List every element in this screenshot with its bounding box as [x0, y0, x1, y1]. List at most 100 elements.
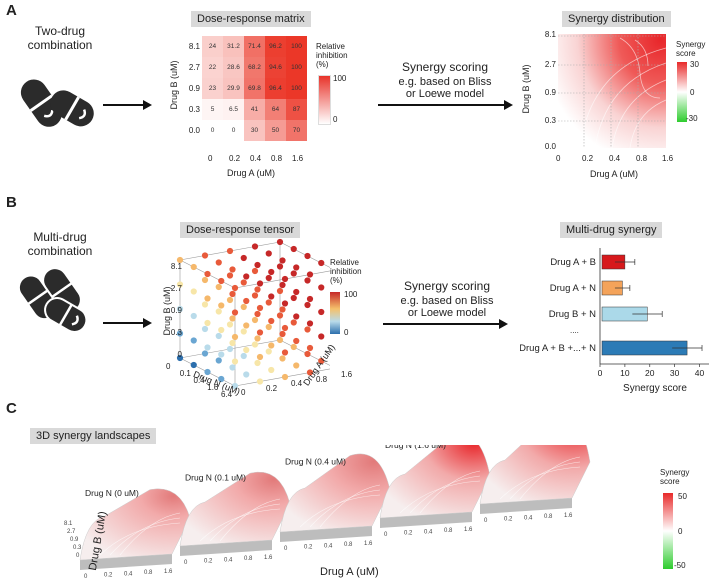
matrix-cell: 29.9	[223, 78, 244, 99]
tensor-point	[304, 301, 311, 309]
matrix-x-tick: 1.6	[292, 154, 304, 163]
dose-response-matrix: 24 31.2 71.4 96.2 100 22 28.6 68.2 94.6 100 23 29.9…	[202, 36, 307, 141]
matrix-x-tick: 0.8	[271, 154, 283, 163]
tensor-point	[276, 336, 284, 344]
tensor-point	[254, 359, 261, 367]
tensor-point	[256, 378, 264, 385]
tensor-point	[190, 288, 197, 295]
tensor-point	[229, 315, 236, 322]
bar-x-tick: 30	[670, 368, 680, 378]
score-colorbar-c	[663, 493, 673, 569]
landscape-contour	[509, 461, 581, 500]
tensor-point	[281, 349, 289, 356]
tensor-point	[240, 254, 247, 262]
tensor-point	[231, 333, 239, 341]
score-legend-title-a: Synergy score	[676, 40, 706, 58]
matrix-y-tick: 2.7	[188, 63, 200, 72]
matrix-cell: 23	[202, 78, 223, 99]
synergy-landscapes: Drug N (0 uM) 0 0.2 0.4 0.8 1.6 Drug N (0.1 uM…	[64, 445, 591, 580]
landscape-x-tick: 0.4	[224, 557, 233, 563]
distribution-title: Synergy distribution	[562, 11, 671, 27]
tensor-a-tick: 0.4	[291, 379, 303, 388]
inhibition-legend-title: Relative inhibition (%)	[316, 42, 348, 69]
tensor-point	[293, 288, 300, 296]
tensor-point	[254, 310, 261, 318]
tensor-point	[231, 382, 239, 390]
synergy-scoring-sub-a: e.g. based on Bliss or Loewe model	[398, 76, 492, 100]
tensor-a-tick: 1.6	[341, 370, 353, 379]
tensor-point	[229, 364, 236, 371]
multi-drug-label: Multi-drug combination	[27, 230, 93, 258]
tensor-point	[281, 275, 289, 283]
tensor-point	[281, 373, 289, 381]
tensor-point	[226, 247, 234, 255]
inhibition-legend-min: 0	[333, 115, 338, 124]
matrix-cell: 68.2	[244, 57, 265, 78]
matrix-cell: 64	[265, 99, 286, 120]
bar-ellipsis: ....	[570, 326, 579, 335]
landscape-surface	[179, 471, 291, 547]
matrix-y-tick: 0.9	[188, 84, 200, 93]
tensor-point	[306, 320, 314, 327]
landscape-x-tick: 0	[284, 546, 288, 552]
distribution-x-tick: 1.6	[662, 154, 674, 163]
inhibition-colorbar	[318, 75, 331, 125]
distribution-x-tick: 0.4	[609, 154, 621, 163]
tensor-point	[265, 299, 272, 306]
landscape-label: Drug N (0.4 uM)	[285, 457, 346, 467]
tensor-point	[215, 332, 222, 340]
landscape-x-tick: 0	[184, 560, 188, 566]
multi-pills-icon	[18, 267, 88, 334]
score-colorbar-a	[677, 62, 687, 122]
distribution-y-tick: 0.0	[544, 142, 556, 151]
bar-x-tick: 10	[620, 368, 630, 378]
panel-c-letter: C	[6, 400, 17, 417]
landscape-surface	[379, 445, 491, 519]
tensor-point	[204, 319, 211, 327]
tensor-point	[201, 276, 209, 284]
tensor-ylabel: Drug B (uM)	[162, 286, 172, 336]
bar-x-tick: 40	[695, 368, 705, 378]
tensor-point	[226, 272, 234, 279]
landscape-x-tick: 0.4	[124, 571, 133, 577]
distribution-x-ticks: 0 0.2 0.4 0.8 1.6	[556, 154, 674, 166]
landscape-base	[180, 540, 272, 556]
panel-a-letter: A	[6, 2, 17, 19]
tensor-point	[201, 301, 209, 308]
landscapes-title: 3D synergy landscapes	[30, 428, 157, 444]
bar-x-tick: 20	[645, 368, 655, 378]
landscapes-xlabel: Drug A (uM)	[320, 566, 379, 578]
tensor-point	[176, 354, 184, 362]
landscape-x-tick: 0.4	[524, 515, 533, 521]
bar-chart-title: Multi-drug synergy	[560, 222, 663, 238]
tensor-point	[218, 277, 225, 285]
tensor-point	[231, 309, 239, 316]
tensor-point	[293, 313, 300, 320]
landscape-x-tick: 0.2	[104, 573, 113, 579]
bar-xlabel: Synergy score	[623, 383, 687, 394]
tensor-point	[304, 326, 311, 333]
tensor-point	[251, 243, 259, 250]
tensor-point	[190, 312, 197, 320]
matrix-cell: 30	[244, 120, 265, 141]
landscape-contour	[209, 503, 281, 542]
landscape-x-tick: 0.2	[504, 517, 513, 523]
matrix-cell: 100	[286, 36, 307, 57]
tensor-point	[201, 252, 209, 259]
landscape-x-tick: 0.4	[424, 529, 433, 535]
bar-category-label: Drug A + B	[550, 257, 596, 268]
matrix-cell: 0	[202, 120, 223, 141]
tensor-point	[281, 300, 289, 307]
tensor-point	[204, 344, 211, 351]
tensor-point	[268, 293, 275, 300]
tensor-y-tick: 8.1	[170, 262, 182, 271]
tensor-legend-max: 100	[344, 290, 358, 299]
tensor-point	[276, 263, 284, 270]
landscape-x-tick: 1.6	[564, 513, 573, 519]
landscape-contour	[409, 475, 481, 514]
landscape-x-tick: 1.6	[464, 527, 473, 533]
tensor-point	[176, 305, 184, 313]
landscape-x-tick: 0.2	[204, 559, 213, 565]
distribution-ylabel: Drug B (uM)	[521, 64, 531, 114]
tensor-point	[229, 290, 236, 298]
